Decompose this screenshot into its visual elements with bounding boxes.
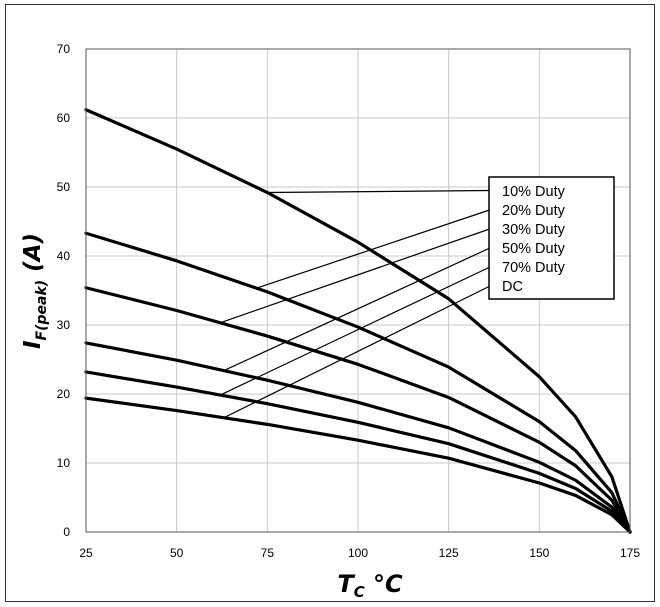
y-tick-label: 10 (57, 456, 71, 470)
y-tick-label: 40 (57, 249, 71, 263)
x-tick-label: 75 (261, 546, 275, 560)
y-tick-label: 60 (57, 111, 71, 125)
series-line (84, 286, 632, 534)
series-line (84, 341, 632, 534)
legend-entry: 20% Duty (502, 203, 566, 219)
legend-box (488, 176, 615, 300)
x-tick-label: 175 (620, 546, 640, 560)
x-tick-label: 125 (439, 546, 459, 560)
chart-frame (5, 4, 655, 602)
x-tick-label: 25 (79, 546, 93, 560)
legend-entry: 10% Duty (502, 184, 566, 200)
y-tick-label: 70 (57, 42, 71, 56)
series-line (84, 231, 632, 534)
x-axis-title: TC °C (337, 570, 403, 601)
legend-leader-line (223, 246, 492, 372)
x-tick-label: 50 (170, 546, 184, 560)
series-line (84, 108, 632, 534)
legend-leader-lines (219, 189, 492, 419)
legend-entry: 30% Duty (502, 222, 566, 238)
tick-labels: 25 50 75 100 125 150 175 0 10 20 30 40 50 60 70 (57, 42, 641, 560)
series-line (84, 396, 632, 534)
series-line (84, 370, 632, 534)
legend-entry: DC (502, 279, 523, 295)
legend-leader-line (267, 189, 492, 194)
y-tick-label: 0 (63, 525, 70, 539)
legend-leader-line (219, 227, 492, 324)
y-tick-label: 20 (57, 387, 71, 401)
series-lines (84, 108, 632, 534)
x-tick-label: 150 (529, 546, 549, 560)
legend-entry: 70% Duty (502, 260, 566, 276)
y-axis-title: IF(peak) (A) (20, 233, 50, 349)
legend-leader-line (256, 208, 492, 289)
plot-area (85, 48, 631, 533)
legend-leader-line (223, 284, 492, 419)
legend: 10% Duty 20% Duty 30% Duty 50% Duty 70% Duty… (488, 176, 615, 300)
y-tick-label: 30 (57, 318, 71, 332)
legend-entry: 50% Duty (502, 241, 566, 257)
x-tick-label: 100 (348, 546, 368, 560)
legend-leader-line (219, 265, 492, 396)
y-tick-label: 50 (57, 180, 71, 194)
